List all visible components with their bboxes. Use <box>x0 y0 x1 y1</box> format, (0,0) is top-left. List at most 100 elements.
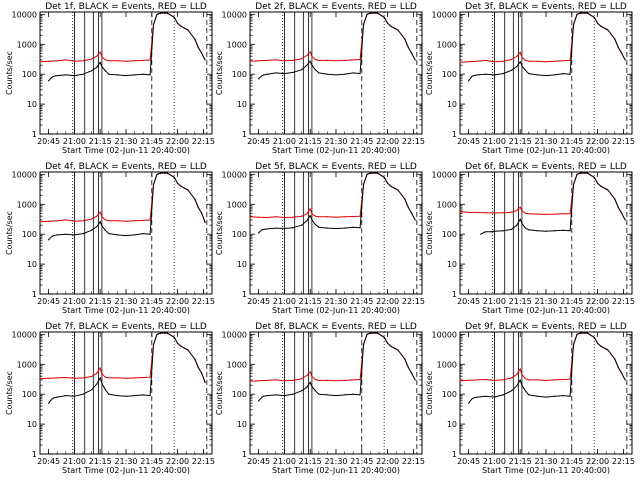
y-tick-label: 10000 <box>432 170 457 179</box>
point-events <box>258 78 260 80</box>
point-events <box>593 336 595 338</box>
x-axis-label: Start Time (02-Jun-11 20:40:00) <box>272 146 400 155</box>
y-tick-label: 1 <box>32 130 37 139</box>
plot-frame <box>249 171 423 295</box>
point-lld <box>125 377 127 379</box>
y-tick-label: 100 <box>442 390 457 399</box>
plot-frame <box>459 171 633 295</box>
point-lld <box>249 380 251 382</box>
x-tick-label: 21:30 <box>534 297 557 306</box>
point-events <box>607 189 609 191</box>
point-events <box>624 219 626 221</box>
y-tick-label: 10000 <box>432 330 457 339</box>
point-events <box>502 72 504 75</box>
panel-det-4f: Det 4f, BLACK = Events, RED = LLD 1 10 100 1… <box>5 162 215 315</box>
point-lld <box>521 374 523 376</box>
series-lld <box>39 172 206 223</box>
point-events <box>318 393 320 395</box>
point-lld <box>65 59 67 61</box>
point-lld <box>359 378 361 381</box>
point-events <box>134 234 136 236</box>
point-events <box>263 395 265 397</box>
point-events <box>511 228 513 230</box>
point-events <box>326 227 328 229</box>
point-lld <box>536 60 539 62</box>
point-lld <box>554 60 556 62</box>
point-lld <box>459 380 461 382</box>
point-events <box>404 358 406 360</box>
point-lld <box>99 367 101 369</box>
point-lld <box>335 380 337 382</box>
point-events <box>390 345 392 347</box>
point-events <box>318 72 320 74</box>
point-events <box>516 224 518 226</box>
point-events <box>104 229 106 231</box>
y-tick-label: 1000 <box>17 360 37 369</box>
y-tick-label: 10 <box>27 260 37 269</box>
point-events <box>366 13 368 15</box>
point-events <box>197 366 199 368</box>
panel-title: Det 7f, BLACK = Events, RED = LLD <box>45 322 207 332</box>
point-events <box>335 74 337 76</box>
point-events <box>344 227 346 229</box>
series-lld <box>459 332 626 382</box>
y-axis-label: Counts/sec <box>215 371 224 415</box>
point-events <box>177 22 179 24</box>
panel-title: Det 8f, BLACK = Events, RED = LLD <box>255 322 417 332</box>
point-lld <box>545 379 547 381</box>
point-lld <box>56 220 58 222</box>
x-tick-label: 22:00 <box>376 297 399 306</box>
point-events <box>483 231 485 233</box>
series-events <box>258 332 416 402</box>
point-lld <box>528 379 530 381</box>
point-events <box>311 219 313 221</box>
point-events <box>369 332 371 334</box>
point-events <box>116 394 118 397</box>
point-lld <box>476 60 478 62</box>
series-lld <box>39 12 206 63</box>
point-lld <box>275 379 277 381</box>
x-tick-label: 22:15 <box>612 297 635 306</box>
point-lld <box>283 60 285 62</box>
point-events <box>376 172 378 174</box>
point-events <box>600 25 602 27</box>
point-lld <box>48 377 50 379</box>
point-events <box>521 222 523 224</box>
point-lld <box>554 213 556 215</box>
x-tick-label: 22:15 <box>402 297 425 306</box>
point-events <box>524 390 526 392</box>
x-tick-label: 22:15 <box>192 457 215 466</box>
plot-frame <box>39 171 213 295</box>
y-tick-label: 100 <box>232 230 247 239</box>
point-lld <box>283 216 285 219</box>
y-tick-label: 1 <box>32 290 37 299</box>
point-lld <box>101 216 103 218</box>
point-events <box>91 389 93 391</box>
point-events <box>125 395 127 397</box>
point-events <box>187 29 189 31</box>
point-events <box>173 336 175 338</box>
point-events <box>528 394 530 396</box>
x-tick-label: 22:00 <box>586 137 609 146</box>
point-events <box>311 385 313 388</box>
point-events <box>359 227 361 229</box>
point-lld <box>249 216 251 218</box>
y-tick-label: 1000 <box>437 200 457 209</box>
point-events <box>502 230 504 232</box>
point-events <box>404 38 406 40</box>
point-events <box>545 230 547 232</box>
point-lld <box>104 376 106 378</box>
y-axis-label: Counts/sec <box>5 211 14 255</box>
plot-frame <box>39 331 213 455</box>
x-tick-label: 22:00 <box>166 457 189 466</box>
point-events <box>266 73 268 75</box>
panel-title: Det 5f, BLACK = Events, RED = LLD <box>255 162 417 172</box>
y-tick-label: 100 <box>22 390 37 399</box>
panel-title: Det 4f, BLACK = Events, RED = LLD <box>45 162 207 172</box>
series-events <box>48 332 206 404</box>
point-events <box>53 234 55 237</box>
point-events <box>292 71 294 73</box>
point-events <box>173 176 175 178</box>
point-lld <box>524 59 526 61</box>
